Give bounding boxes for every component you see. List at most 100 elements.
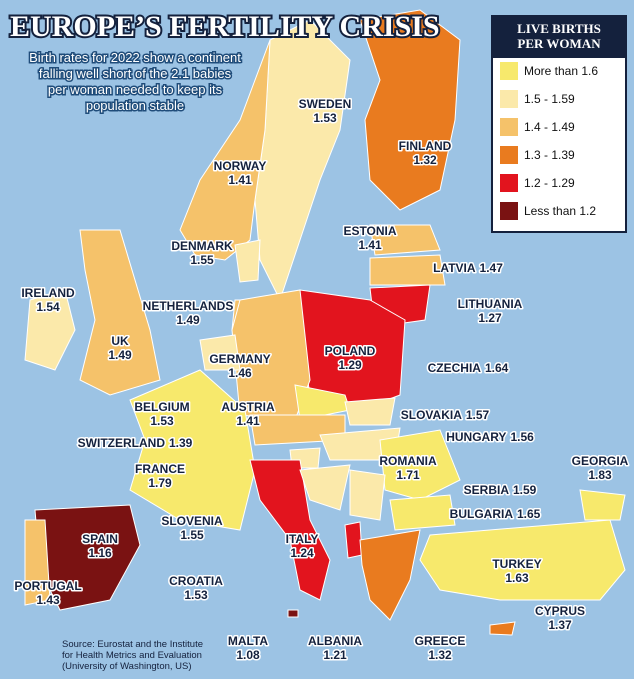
country-name: ALBANIA (308, 634, 362, 648)
subtitle: per woman needed to keep its (48, 82, 223, 97)
subtitle: population stable (86, 98, 184, 113)
country-name: MALTA (228, 634, 269, 648)
source: for Health Metrics and Evaluation (62, 650, 202, 661)
country-value: 1.49 (176, 313, 200, 327)
country-value: 1.83 (588, 468, 612, 482)
country-label: SLOVAKIA 1.57 (401, 408, 490, 422)
country-value: 1.59 (513, 483, 537, 497)
country-shape (344, 521, 363, 559)
legend-swatch (500, 146, 518, 164)
country-name: SPAIN (82, 532, 118, 546)
legend-swatch (500, 62, 518, 80)
country-value: 1.57 (466, 408, 490, 422)
country-name: POLAND (325, 344, 376, 358)
country-name: GREECE (415, 634, 466, 648)
country-value: 1.08 (236, 648, 260, 662)
country-shape (129, 369, 256, 531)
legend-label: 1.3 - 1.39 (524, 148, 575, 162)
country-shape (287, 609, 299, 618)
country-shape (369, 224, 441, 256)
country-value: 1.39 (169, 436, 193, 450)
country-name: LATVIA (433, 261, 476, 275)
subtitle: Birth rates for 2022 show a continent (29, 50, 241, 65)
legend-label: 1.4 - 1.49 (524, 120, 575, 134)
country-value: 1.27 (478, 311, 502, 325)
title: EUROPE’S FERTILITY CRISIS (10, 10, 440, 43)
country-name: SLOVENIA (161, 514, 223, 528)
country-name: HUNGARY (446, 430, 506, 444)
country-value: 1.41 (236, 414, 260, 428)
country-value: 1.56 (510, 430, 534, 444)
legend-title: PER WOMAN (517, 36, 601, 51)
country-shape (489, 621, 516, 636)
country-value: 1.24 (290, 546, 314, 560)
country-shape (79, 229, 161, 396)
country-shape (349, 469, 386, 521)
country-name: LITHUANIA (458, 297, 523, 311)
country-value: 1.41 (358, 238, 382, 252)
country-name: SWITZERLAND (78, 436, 166, 450)
legend-header (492, 16, 626, 58)
country-value: 1.79 (148, 476, 172, 490)
country-value: 1.21 (323, 648, 347, 662)
country-shape (24, 519, 51, 606)
country-shape (369, 254, 446, 286)
legend-swatch (500, 118, 518, 136)
source: Source: Eurostat and the Institute (62, 639, 203, 650)
country-value: 1.43 (36, 593, 60, 607)
source: (University of Washington, US) (62, 661, 192, 672)
country-label: CZECHIA 1.64 (428, 361, 509, 375)
legend-label: More than 1.6 (524, 64, 598, 78)
legend-title: LIVE BIRTHS (517, 21, 601, 36)
country-name: TURKEY (492, 557, 541, 571)
country-shape (299, 464, 351, 511)
country-name: SLOVAKIA (401, 408, 462, 422)
country-name: FINLAND (399, 139, 452, 153)
country-value: 1.16 (88, 546, 112, 560)
country-value: 1.47 (480, 261, 504, 275)
country-name: ROMANIA (379, 454, 437, 468)
country-name: ESTONIA (343, 224, 396, 238)
legend-swatch (500, 90, 518, 108)
country-name: GEORGIA (572, 454, 629, 468)
country-shape (344, 397, 396, 426)
country-value: 1.55 (180, 528, 204, 542)
legend-label: 1.2 - 1.29 (524, 176, 575, 190)
country-name: BELGIUM (134, 400, 189, 414)
country-name: GERMANY (209, 352, 270, 366)
country-value: 1.37 (548, 618, 572, 632)
country-name: CYPRUS (535, 604, 585, 618)
country-value: 1.46 (228, 366, 252, 380)
country-value: 1.32 (413, 153, 437, 167)
country-shape (359, 529, 421, 621)
country-value: 1.53 (150, 414, 174, 428)
country-name: SWEDEN (299, 97, 352, 111)
country-shape (579, 489, 626, 521)
country-name: IRELAND (21, 286, 75, 300)
country-label: LATVIA 1.47 (433, 261, 503, 275)
country-value: 1.63 (505, 571, 529, 585)
country-name: NORWAY (214, 159, 267, 173)
legend-swatch (500, 202, 518, 220)
subtitle: falling well short of the 2.1 babies (39, 66, 232, 81)
country-name: PORTUGAL (14, 579, 81, 593)
country-name: NETHERLANDS (143, 299, 234, 313)
country-name: AUSTRIA (221, 400, 275, 414)
country-label: BULGARIA 1.65 (450, 507, 541, 521)
country-label: SWITZERLAND 1.39 (78, 436, 193, 450)
country-shape (234, 239, 261, 283)
country-value: 1.32 (428, 648, 452, 662)
country-name: BULGARIA (450, 507, 514, 521)
country-value: 1.41 (228, 173, 252, 187)
country-value: 1.29 (338, 358, 362, 372)
country-value: 1.53 (184, 588, 208, 602)
country-name: FRANCE (135, 462, 185, 476)
country-value: 1.71 (396, 468, 420, 482)
country-value: 1.65 (517, 507, 541, 521)
country-shape (419, 519, 626, 601)
country-shape (24, 289, 76, 371)
legend-label: 1.5 - 1.59 (524, 92, 575, 106)
country-label: SERBIA 1.59 (464, 483, 537, 497)
country-name: ITALY (286, 532, 319, 546)
